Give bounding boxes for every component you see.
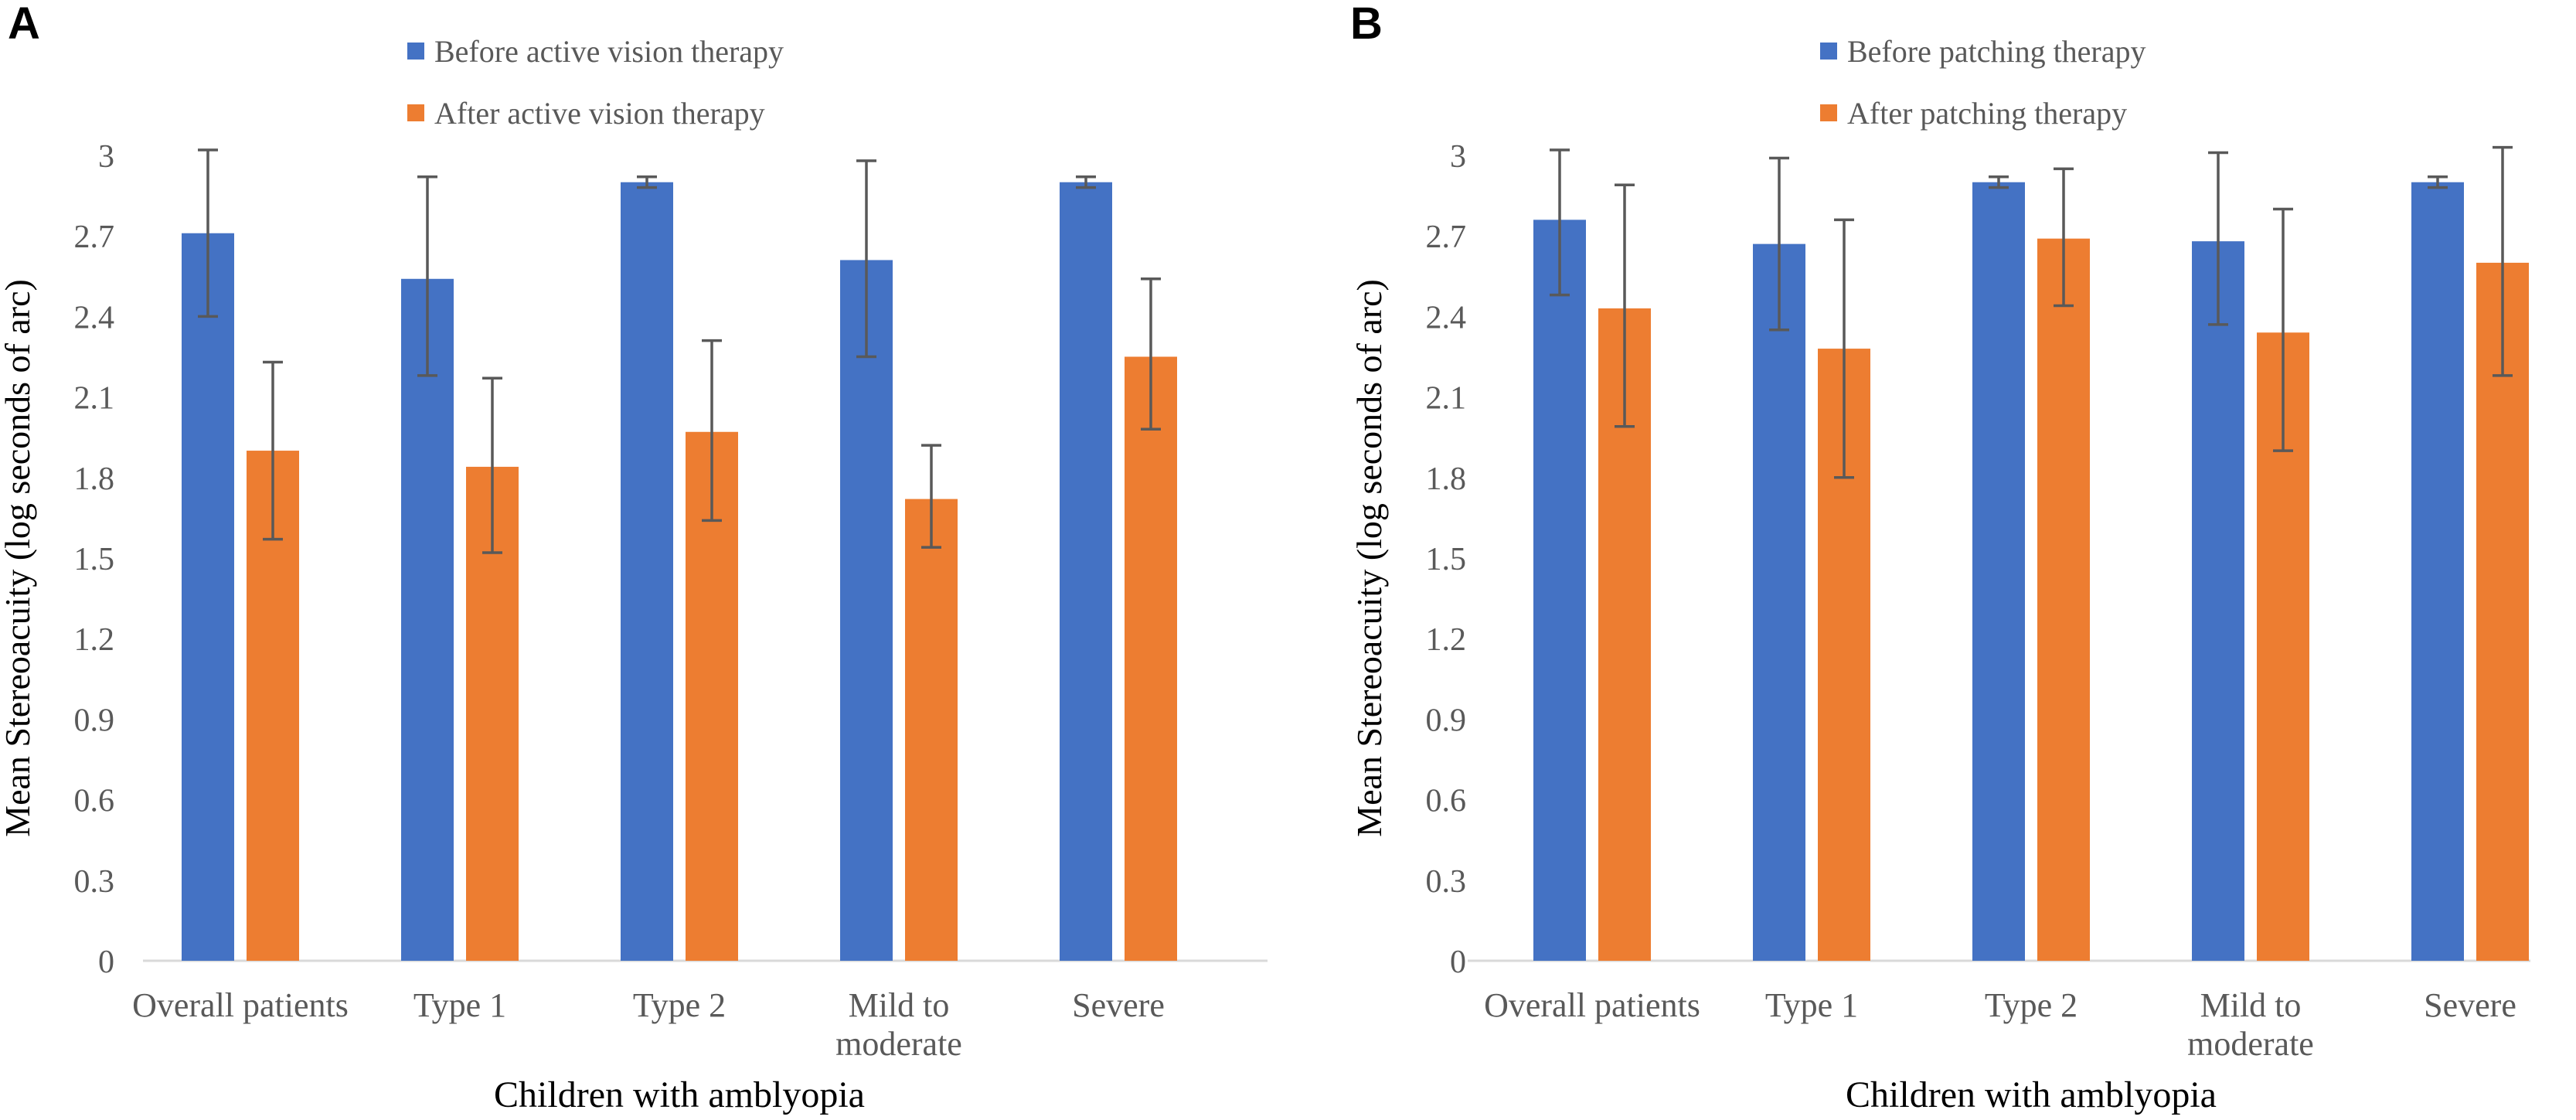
y-tick-label: 0.6 xyxy=(74,784,115,819)
bar-before xyxy=(840,260,893,962)
legend-item-before: Before active vision therapy xyxy=(407,31,784,71)
legend-label-after: After patching therapy xyxy=(1847,95,2128,131)
category-label: Severe xyxy=(2424,986,2516,1024)
y-axis-title: Mean Stereoacuity (log seconds of arc) xyxy=(0,279,37,837)
bar-after xyxy=(1125,356,1177,961)
y-tick-label: 2.7 xyxy=(74,220,115,255)
bar-after xyxy=(2476,262,2529,961)
y-tick-label: 0 xyxy=(98,945,114,980)
category-label: Type 1 xyxy=(1765,986,1858,1024)
category-label: Type 1 xyxy=(413,986,506,1024)
category-label: Overall patients xyxy=(1484,986,1700,1024)
category-label: Type 2 xyxy=(1985,986,2077,1024)
category-label: Mild to moderate xyxy=(2187,986,2314,1063)
y-tick-label: 0.9 xyxy=(74,703,115,738)
y-tick-label: 1.8 xyxy=(74,461,115,497)
legend-swatch-after-icon xyxy=(407,104,424,121)
y-tick-label: 3 xyxy=(1450,139,1466,175)
bar-after xyxy=(2037,238,2090,961)
category-label: Overall patients xyxy=(132,986,349,1024)
panel-b-letter: B xyxy=(1350,0,1383,49)
panel-a-legend: Before active vision therapy After activ… xyxy=(407,31,784,155)
y-tick-label: 2.1 xyxy=(74,381,115,417)
bar-before xyxy=(621,182,673,961)
panel-a-letter: A xyxy=(8,0,40,49)
x-axis-title: Children with amblyopia xyxy=(1846,1074,2217,1115)
y-tick-label: 2.4 xyxy=(1426,300,1467,335)
legend-swatch-before-icon xyxy=(1820,43,1837,60)
y-tick-label: 0.9 xyxy=(1426,703,1467,738)
y-tick-label: 1.5 xyxy=(1426,542,1467,577)
panel-b-legend: Before patching therapy After patching t… xyxy=(1820,31,2146,155)
panel-b: B Before patching therapy After patching… xyxy=(1288,0,2576,1120)
y-tick-label: 2.1 xyxy=(1426,381,1467,417)
bar-before xyxy=(1533,220,1586,961)
legend-swatch-before-icon xyxy=(407,43,424,60)
bar-before xyxy=(1972,182,2025,961)
y-tick-label: 2.4 xyxy=(74,300,115,335)
y-tick-label: 1.5 xyxy=(74,542,115,577)
y-tick-label: 1.8 xyxy=(1426,461,1467,497)
legend-item-after: After patching therapy xyxy=(1820,93,2146,133)
bar-chart-panel-a: Mean Stereoacuity (log seconds of arc) 0 0… xyxy=(0,139,1268,1115)
category-label: Severe xyxy=(1072,986,1165,1024)
y-tick-label: 0.3 xyxy=(1426,864,1467,900)
legend-swatch-after-icon xyxy=(1820,104,1837,121)
y-tick-label: 0 xyxy=(1450,945,1466,980)
y-tick-label: 3 xyxy=(98,139,114,175)
y-tick-label: 0.3 xyxy=(74,864,115,900)
panel-a: A Before active vision therapy After act… xyxy=(0,0,1268,1115)
bar-chart-panel-b: Mean Stereoacuity (log seconds of arc) 0 0… xyxy=(1349,139,2530,1115)
y-tick-label: 2.7 xyxy=(1426,220,1467,255)
category-label: Mild to moderate xyxy=(835,986,962,1063)
bar-after xyxy=(905,499,958,961)
bar-before xyxy=(1060,182,1112,961)
y-tick-label: 1.2 xyxy=(74,622,115,658)
y-tick-label: 0.6 xyxy=(1426,784,1467,819)
category-label: Type 2 xyxy=(633,986,726,1024)
bar-before xyxy=(1753,243,1805,961)
legend-label-after: After active vision therapy xyxy=(434,95,765,131)
bar-before xyxy=(182,233,234,961)
legend-label-before: Before active vision therapy xyxy=(434,33,784,69)
legend-label-before: Before patching therapy xyxy=(1847,33,2146,69)
bar-before xyxy=(2411,182,2464,961)
y-tick-label: 1.2 xyxy=(1426,622,1467,658)
legend-item-after: After active vision therapy xyxy=(407,93,784,133)
legend-item-before: Before patching therapy xyxy=(1820,31,2146,71)
x-axis-title: Children with amblyopia xyxy=(494,1074,865,1115)
bar-before xyxy=(401,278,454,962)
y-axis-title: Mean Stereoacuity (log seconds of arc) xyxy=(1349,279,1389,837)
bar-before xyxy=(2192,241,2244,961)
